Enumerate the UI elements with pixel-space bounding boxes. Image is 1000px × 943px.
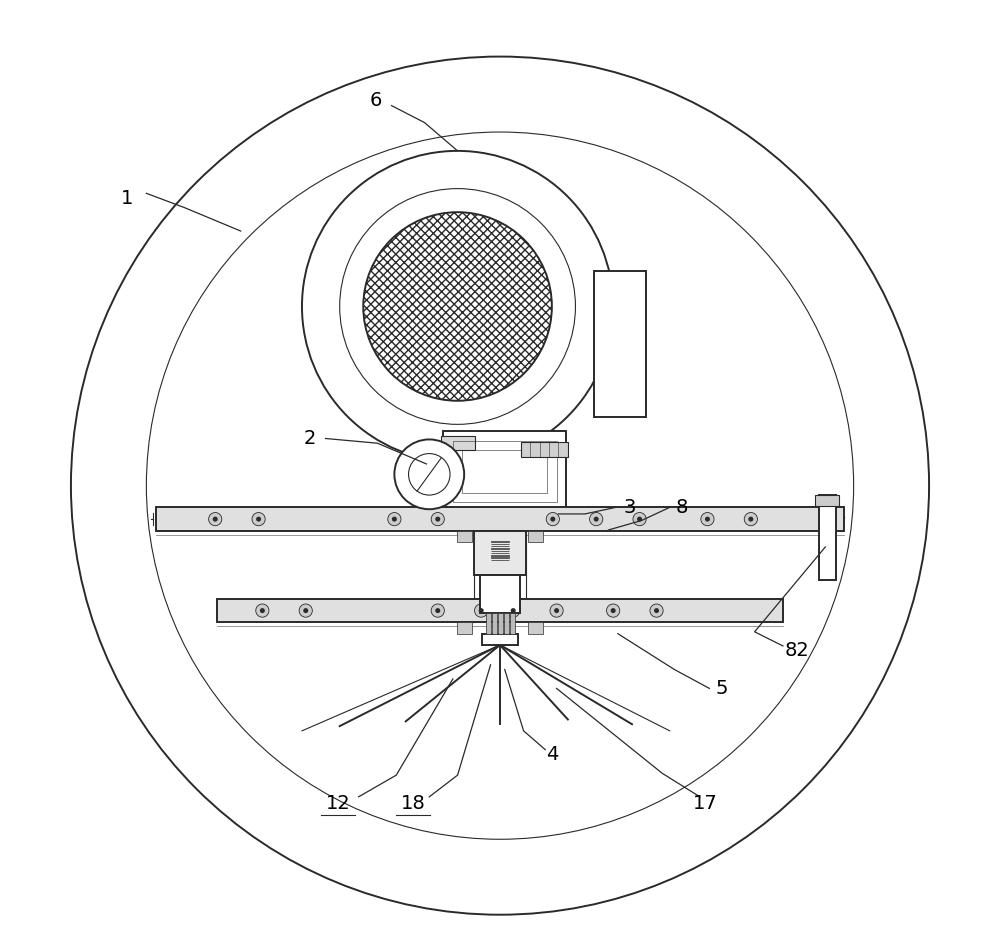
Circle shape bbox=[607, 604, 620, 618]
Circle shape bbox=[256, 604, 269, 618]
Circle shape bbox=[633, 513, 646, 526]
Circle shape bbox=[394, 439, 464, 509]
Circle shape bbox=[554, 608, 559, 613]
Circle shape bbox=[705, 517, 710, 521]
Circle shape bbox=[435, 608, 440, 613]
Bar bbox=[504, 613, 509, 634]
Text: 8: 8 bbox=[676, 498, 688, 517]
Bar bbox=[462, 450, 547, 492]
Bar bbox=[482, 634, 518, 645]
Circle shape bbox=[299, 604, 312, 618]
Circle shape bbox=[431, 604, 444, 618]
Text: 2: 2 bbox=[303, 429, 316, 448]
Circle shape bbox=[260, 608, 265, 613]
Circle shape bbox=[748, 517, 753, 521]
Circle shape bbox=[550, 517, 555, 521]
Text: 17: 17 bbox=[693, 794, 718, 813]
Circle shape bbox=[590, 513, 603, 526]
Circle shape bbox=[302, 151, 613, 462]
Circle shape bbox=[431, 513, 444, 526]
Circle shape bbox=[256, 517, 261, 521]
Circle shape bbox=[650, 604, 663, 618]
Text: 12: 12 bbox=[325, 794, 350, 813]
Circle shape bbox=[507, 604, 520, 618]
Bar bbox=[819, 495, 836, 580]
Text: 5: 5 bbox=[715, 679, 728, 698]
Text: 3: 3 bbox=[623, 498, 635, 517]
Text: 82: 82 bbox=[785, 641, 809, 660]
Bar bbox=[528, 531, 543, 542]
Text: 6: 6 bbox=[369, 91, 382, 110]
Circle shape bbox=[550, 604, 563, 618]
Bar bbox=[443, 432, 566, 511]
Circle shape bbox=[637, 517, 642, 521]
Circle shape bbox=[388, 513, 401, 526]
Bar bbox=[156, 507, 844, 531]
Bar bbox=[474, 531, 526, 575]
Bar bbox=[815, 495, 839, 506]
Circle shape bbox=[546, 513, 559, 526]
Text: 18: 18 bbox=[401, 794, 426, 813]
Circle shape bbox=[363, 212, 552, 401]
Circle shape bbox=[611, 608, 616, 613]
Circle shape bbox=[701, 513, 714, 526]
Bar bbox=[521, 442, 568, 457]
Bar bbox=[498, 613, 503, 634]
Bar bbox=[510, 613, 515, 634]
Bar bbox=[492, 613, 497, 634]
Circle shape bbox=[594, 517, 599, 521]
Text: 1: 1 bbox=[121, 189, 134, 207]
Bar bbox=[457, 531, 472, 542]
Bar bbox=[528, 622, 543, 634]
Circle shape bbox=[392, 517, 397, 521]
Circle shape bbox=[213, 517, 218, 521]
Bar bbox=[486, 613, 491, 634]
Bar bbox=[457, 622, 472, 634]
Circle shape bbox=[303, 608, 308, 613]
Bar bbox=[453, 441, 557, 502]
Circle shape bbox=[479, 608, 484, 613]
Circle shape bbox=[340, 189, 575, 424]
Bar bbox=[217, 599, 783, 622]
Circle shape bbox=[252, 513, 265, 526]
Circle shape bbox=[435, 517, 440, 521]
Bar bbox=[480, 575, 520, 613]
Circle shape bbox=[744, 513, 757, 526]
Circle shape bbox=[475, 604, 488, 618]
Bar bbox=[441, 436, 475, 451]
Circle shape bbox=[209, 513, 222, 526]
Text: 4: 4 bbox=[546, 745, 558, 764]
Bar bbox=[594, 271, 646, 417]
Circle shape bbox=[654, 608, 659, 613]
Circle shape bbox=[511, 608, 516, 613]
